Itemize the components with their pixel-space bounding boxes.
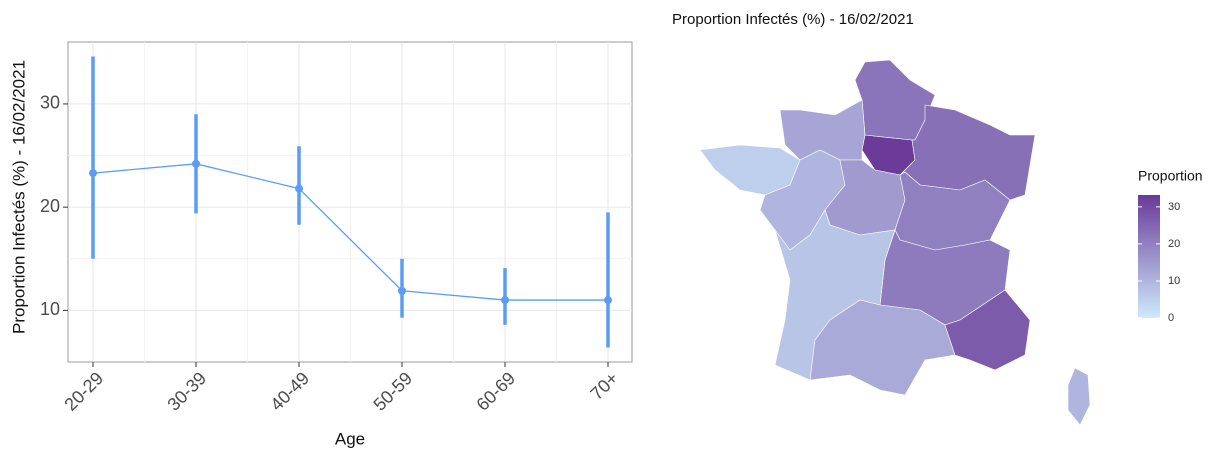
x-axis-label: Age [335,429,365,448]
x-tick-label: 20-29 [60,368,107,415]
colorbar [1138,195,1160,318]
region [944,289,1031,371]
region [1067,367,1091,426]
x-tick-label: 30-39 [163,368,210,415]
point [604,296,612,305]
legend-title: Proportion [1138,168,1203,184]
point [501,296,509,305]
point [192,159,200,168]
x-tick-label: 50-59 [369,368,416,415]
colorbar-label: 10 [1168,275,1180,287]
x-tick-label: 40-49 [266,368,313,415]
y-axis-label: Proportion Infectés (%) - 16/02/2021 [9,60,28,334]
point [398,286,406,295]
colorbar-label: 30 [1168,201,1180,213]
y-tick-label: 30 [40,93,60,113]
colorbar-label: 20 [1168,238,1180,250]
point [295,184,303,193]
region [779,99,866,161]
x-tick-label: 60-69 [472,368,519,415]
point [89,169,97,178]
x-tick-label: 70+ [586,368,622,404]
y-tick-label: 10 [40,299,60,319]
y-tick-label: 20 [40,196,60,216]
line [92,163,608,301]
colorbar-label: 0 [1168,312,1174,324]
map-title: Proportion Infectés (%) - 16/02/2021 [672,11,914,28]
